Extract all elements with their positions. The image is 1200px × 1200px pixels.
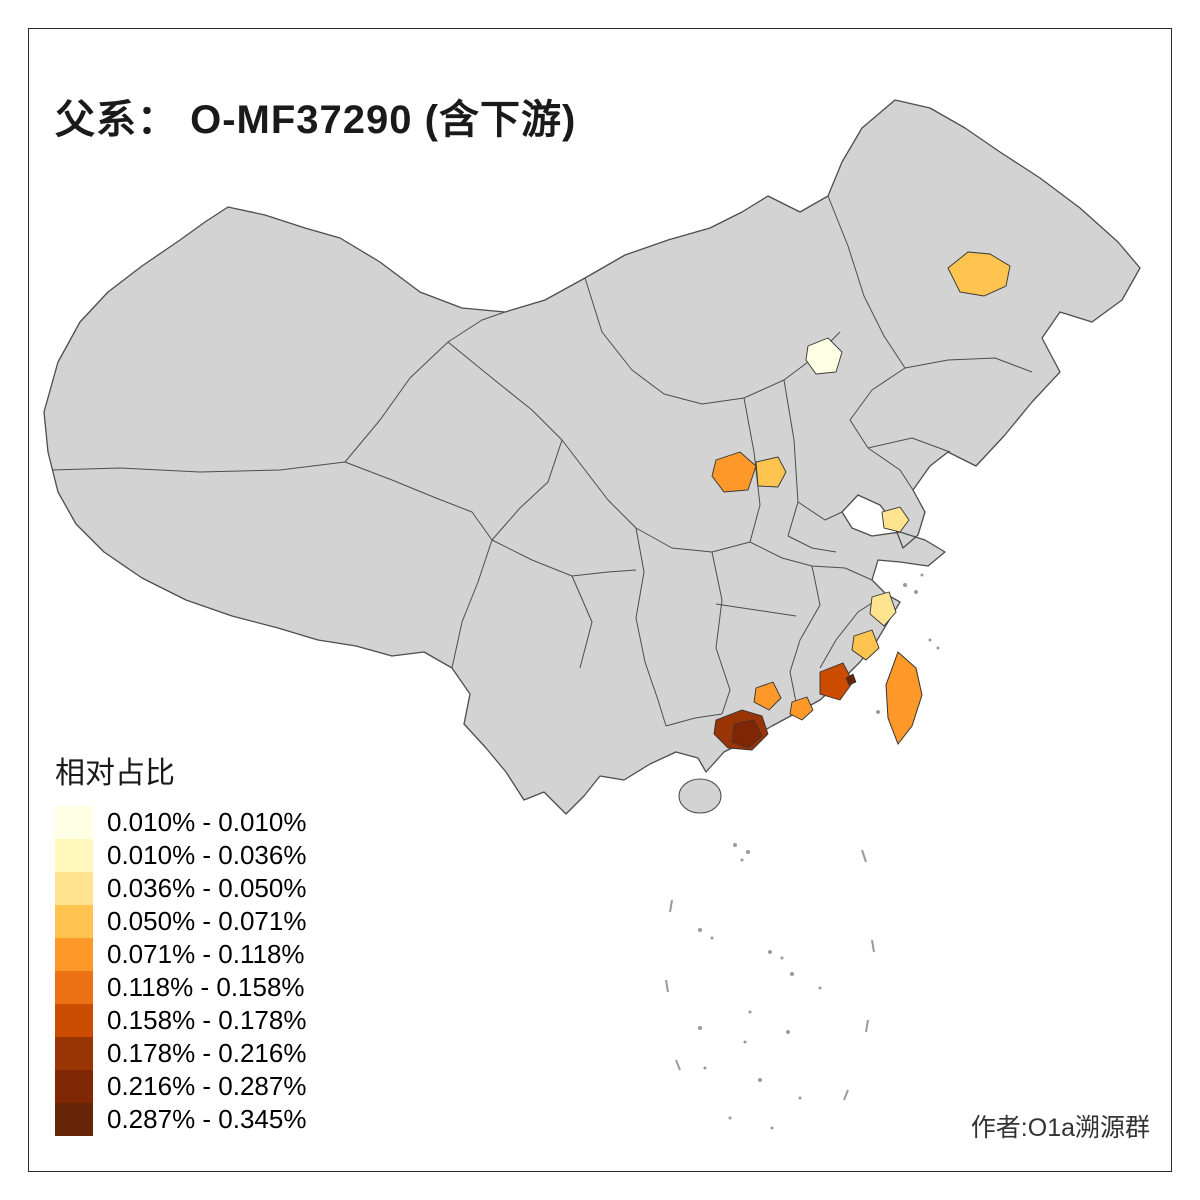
region-south-fujian-dark-spot bbox=[845, 673, 857, 686]
region-northeast-fujian bbox=[851, 629, 880, 661]
coastal-islands bbox=[876, 573, 940, 714]
legend-row: 0.010% - 0.010% bbox=[55, 806, 306, 839]
legend-swatch bbox=[55, 1037, 93, 1070]
region-guanzhong-west bbox=[711, 451, 757, 493]
legend-title: 相对占比 bbox=[55, 757, 175, 790]
region-harbin-area bbox=[947, 251, 1011, 297]
region-jiangsu-coast bbox=[881, 506, 910, 533]
legend-row: 0.036% - 0.050% bbox=[55, 872, 306, 905]
legend: 相对占比 0.010% - 0.010% 0.010% - 0.036% 0.0… bbox=[55, 748, 306, 1136]
legend-label: 0.287% - 0.345% bbox=[107, 1104, 307, 1134]
region-central-guangdong bbox=[753, 681, 782, 711]
legend-row: 0.158% - 0.178% bbox=[55, 1004, 306, 1037]
legend-row: 0.287% - 0.345% bbox=[55, 1103, 306, 1136]
legend-label: 0.071% - 0.118% bbox=[107, 939, 305, 969]
legend-row: 0.071% - 0.118% bbox=[55, 938, 306, 971]
legend-swatch bbox=[55, 1004, 93, 1037]
legend-label: 0.010% - 0.036% bbox=[107, 840, 307, 870]
legend-label: 0.158% - 0.178% bbox=[107, 1005, 307, 1035]
legend-swatch bbox=[55, 872, 93, 905]
legend-swatch bbox=[55, 839, 93, 872]
legend-row: 0.216% - 0.287% bbox=[55, 1070, 306, 1103]
legend-swatch bbox=[55, 806, 93, 839]
south-china-sea-islets bbox=[698, 843, 822, 1130]
page-title: 父系： O-MF37290 (含下游) bbox=[55, 97, 577, 142]
author-credit: 作者:O1a溯源群 bbox=[970, 1114, 1150, 1142]
legend-label: 0.010% - 0.010% bbox=[107, 807, 307, 837]
region-beijing-area bbox=[805, 337, 843, 375]
region-guanzhong-east bbox=[755, 456, 787, 488]
legend-swatch bbox=[55, 938, 93, 971]
legend-label: 0.036% - 0.050% bbox=[107, 873, 307, 903]
legend-row: 0.178% - 0.216% bbox=[55, 1037, 306, 1070]
legend-swatch bbox=[55, 905, 93, 938]
legend-swatch bbox=[55, 971, 93, 1004]
legend-row: 0.050% - 0.071% bbox=[55, 905, 306, 938]
region-east-of-delta bbox=[789, 696, 814, 721]
region-pearl-delta-core bbox=[731, 719, 763, 749]
region-south-fujian bbox=[819, 662, 854, 701]
legend-row: 0.118% - 0.158% bbox=[55, 971, 306, 1004]
legend-label: 0.216% - 0.287% bbox=[107, 1071, 307, 1101]
sea-boundary-dashes bbox=[665, 849, 875, 1101]
legend-swatch bbox=[55, 1070, 93, 1103]
hainan-island bbox=[678, 778, 722, 814]
legend-swatch bbox=[55, 1103, 93, 1136]
legend-row: 0.010% - 0.036% bbox=[55, 839, 306, 872]
region-zhejiang-coast bbox=[869, 591, 897, 627]
legend-label: 0.050% - 0.071% bbox=[107, 906, 307, 936]
legend-label: 0.118% - 0.158% bbox=[107, 972, 305, 1002]
legend-label: 0.178% - 0.216% bbox=[107, 1038, 307, 1068]
region-taiwan bbox=[885, 651, 923, 746]
mainland-landmass bbox=[43, 99, 1141, 815]
